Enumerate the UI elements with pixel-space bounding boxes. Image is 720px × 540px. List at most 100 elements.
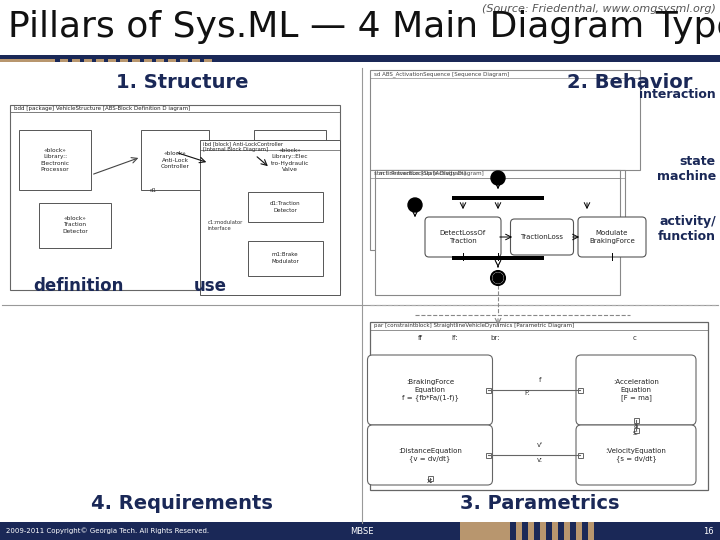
- Circle shape: [493, 273, 503, 283]
- Text: par [constraintblock] StraightlineVehicleDynamics [Parametric Diagram]: par [constraintblock] StraightlineVehicl…: [374, 323, 575, 328]
- Bar: [552, 522, 558, 540]
- Bar: [0, 69, 720, 525]
- Bar: [200, 140, 340, 295]
- Bar: [120, 59, 128, 62]
- Bar: [254, 130, 326, 190]
- Text: «block»
Library::
Electronic
Processor: «block» Library:: Electronic Processor: [40, 148, 70, 172]
- FancyBboxPatch shape: [578, 217, 646, 257]
- Text: :DistanceEquation
{v = dv/dt}: :DistanceEquation {v = dv/dt}: [398, 448, 462, 462]
- FancyBboxPatch shape: [10, 105, 340, 290]
- Text: 2009-2011 Copyright© Georgia Tech. All Rights Reserved.: 2009-2011 Copyright© Georgia Tech. All R…: [6, 528, 209, 535]
- Text: x:: x:: [427, 478, 433, 484]
- Bar: [485, 453, 490, 457]
- Text: MBSE: MBSE: [350, 526, 374, 536]
- Text: bdd [package] VehicleStructure [ABS-Block Definition D iagram]: bdd [package] VehicleStructure [ABS-Bloc…: [14, 106, 190, 111]
- Text: f: f: [539, 377, 541, 383]
- Text: stm line:traction [State Diagram]: stm line:traction [State Diagram]: [374, 171, 466, 176]
- Bar: [582, 522, 588, 540]
- Text: (Source: Friedenthal, www.omgsysml.org): (Source: Friedenthal, www.omgsysml.org): [482, 4, 716, 14]
- Text: :VelocityEquation
{s = dv/dt}: :VelocityEquation {s = dv/dt}: [606, 448, 667, 462]
- Bar: [0, 59, 55, 62]
- Bar: [594, 522, 632, 540]
- Text: v': v': [537, 442, 543, 448]
- FancyBboxPatch shape: [392, 224, 438, 258]
- Bar: [460, 522, 510, 540]
- Text: state
machine: state machine: [657, 155, 716, 183]
- Text: definition: definition: [33, 277, 123, 295]
- Bar: [108, 59, 116, 62]
- Bar: [96, 59, 104, 62]
- Bar: [39, 202, 111, 247]
- Text: activity/
function: activity/ function: [658, 215, 716, 243]
- Text: «block»
Traction
Detector: «block» Traction Detector: [62, 217, 88, 234]
- Bar: [132, 59, 140, 62]
- Text: lf:: lf:: [451, 335, 459, 341]
- Text: 16: 16: [703, 526, 714, 536]
- Text: v:: v:: [537, 457, 543, 463]
- Bar: [0, 522, 720, 540]
- Bar: [144, 59, 152, 62]
- Bar: [19, 130, 91, 190]
- Bar: [180, 59, 188, 62]
- Text: ff: ff: [418, 335, 423, 341]
- Text: «block»
Anti-Lock
Controller: «block» Anti-Lock Controller: [161, 151, 189, 168]
- Text: «block»
Library::Elec
tro-Hydraulic
Valve: «block» Library::Elec tro-Hydraulic Valv…: [271, 148, 309, 172]
- Bar: [84, 59, 92, 62]
- FancyBboxPatch shape: [425, 217, 501, 257]
- Text: 4. Requirements: 4. Requirements: [91, 494, 273, 513]
- Bar: [522, 522, 528, 540]
- Bar: [204, 59, 212, 62]
- Text: c1:modulator
interface: c1:modulator interface: [208, 220, 243, 231]
- Bar: [576, 522, 582, 540]
- Text: a: a: [634, 423, 638, 429]
- Text: 1. Structure: 1. Structure: [116, 73, 248, 92]
- Bar: [634, 417, 639, 422]
- Bar: [452, 256, 544, 260]
- Bar: [540, 522, 546, 540]
- Bar: [516, 522, 522, 540]
- Bar: [141, 130, 209, 190]
- Bar: [510, 522, 516, 540]
- Text: d1: d1: [150, 188, 157, 193]
- Text: use: use: [194, 277, 227, 295]
- Bar: [375, 170, 620, 295]
- Text: c: c: [633, 335, 637, 341]
- FancyBboxPatch shape: [576, 355, 696, 425]
- Text: d1:Traction
Detector: d1:Traction Detector: [270, 201, 300, 213]
- Bar: [634, 428, 639, 433]
- Text: interaction: interaction: [639, 88, 716, 101]
- Bar: [534, 522, 540, 540]
- Bar: [577, 388, 582, 393]
- Text: 3. Parametrics: 3. Parametrics: [460, 494, 620, 513]
- Bar: [370, 70, 640, 170]
- Text: s:: s:: [633, 430, 639, 436]
- Text: :Acceleration
Equation
[F = ma]: :Acceleration Equation [F = ma]: [613, 379, 659, 401]
- Bar: [428, 476, 433, 481]
- Text: Pillars of Sys.ML — 4 Main Diagram Types: Pillars of Sys.ML — 4 Main Diagram Types: [8, 10, 720, 44]
- FancyBboxPatch shape: [367, 425, 492, 485]
- Bar: [168, 59, 176, 62]
- Bar: [546, 522, 552, 540]
- Bar: [485, 388, 490, 393]
- Text: 2. Behavior: 2. Behavior: [567, 73, 693, 92]
- FancyBboxPatch shape: [576, 425, 696, 485]
- Circle shape: [491, 171, 505, 185]
- Text: m1:Brake
Modulator: m1:Brake Modulator: [271, 252, 299, 264]
- Bar: [72, 59, 80, 62]
- Text: act :PreventLockup [Activity Diagram]: act :PreventLockup [Activity Diagram]: [379, 171, 484, 176]
- Bar: [528, 522, 534, 540]
- Bar: [370, 322, 708, 490]
- Bar: [156, 59, 164, 62]
- Bar: [0, 55, 720, 62]
- FancyBboxPatch shape: [510, 219, 574, 255]
- Bar: [60, 59, 68, 62]
- Bar: [564, 522, 570, 540]
- Bar: [570, 522, 576, 540]
- Bar: [248, 192, 323, 222]
- Bar: [588, 522, 594, 540]
- Bar: [558, 522, 564, 540]
- Text: ibd [block] Anti-LockController
[Internal Block Diagram]: ibd [block] Anti-LockController [Interna…: [203, 141, 283, 152]
- Text: DetectLossOf
Traction: DetectLossOf Traction: [440, 230, 486, 244]
- Text: F:: F:: [524, 390, 530, 396]
- Text: TractionLoss: TractionLoss: [521, 234, 564, 240]
